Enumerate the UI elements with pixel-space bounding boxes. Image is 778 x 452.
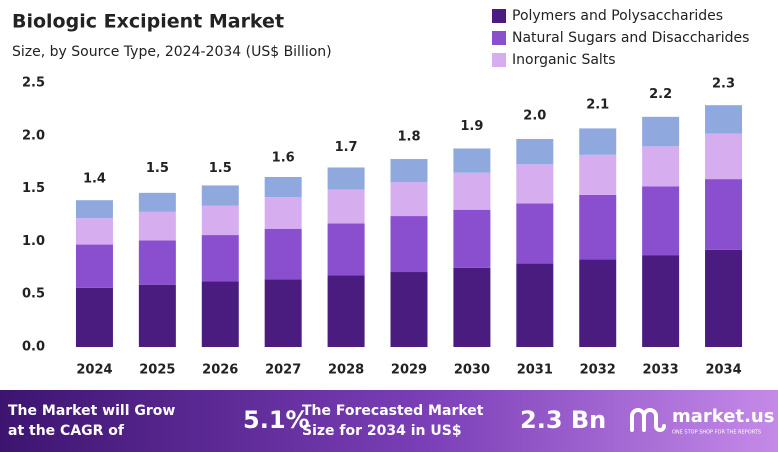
bar-segment <box>327 189 365 224</box>
bar-segment <box>390 272 428 347</box>
footer-text: Size for 2034 in US$ <box>302 423 462 439</box>
y-tick-label: 1.0 <box>22 234 45 249</box>
bar-segment <box>579 194 617 260</box>
bar-segment <box>138 284 176 347</box>
bar-segment <box>327 167 365 190</box>
x-tick-label: 2024 <box>76 363 112 378</box>
x-tick-label: 2027 <box>265 363 301 378</box>
bar-segment <box>75 287 113 347</box>
bar-segment <box>579 128 617 155</box>
bar-segment <box>138 211 176 241</box>
bar-segment <box>453 148 491 173</box>
total-label: 1.9 <box>460 119 483 134</box>
legend-label: Natural Sugars and Disaccharides <box>512 30 749 46</box>
bar-segment <box>264 228 302 280</box>
y-tick-label: 0.5 <box>22 287 45 302</box>
total-label: 2.3 <box>712 77 735 92</box>
footer-text: The Forecasted Market <box>302 403 484 419</box>
bar-segment <box>201 185 239 206</box>
legend-swatch <box>492 31 506 45</box>
bar-segment <box>579 154 617 195</box>
chart-subtitle: Size, by Source Type, 2024-2034 (US$ Bil… <box>12 44 332 60</box>
bar-segment <box>138 192 176 212</box>
bar-segment <box>516 138 554 165</box>
bar-segment <box>390 159 428 183</box>
bar-segment <box>327 223 365 276</box>
x-tick-label: 2028 <box>328 363 364 378</box>
bar-segment <box>705 249 743 347</box>
total-label: 2.1 <box>586 98 609 113</box>
bar-segment <box>705 179 743 250</box>
bar-segment <box>516 263 554 347</box>
x-tick-label: 2031 <box>517 363 553 378</box>
bar-segment <box>264 279 302 347</box>
total-label: 1.8 <box>397 129 420 144</box>
bar-segment <box>516 164 554 204</box>
bar-segment <box>453 267 491 347</box>
total-label: 2.2 <box>649 87 672 102</box>
legend-label: Inorganic Salts <box>512 52 616 68</box>
bar-segment <box>705 133 743 180</box>
bar-segment <box>264 197 302 229</box>
x-tick-label: 2030 <box>454 363 490 378</box>
bar-segment <box>453 172 491 210</box>
x-tick-label: 2034 <box>705 363 741 378</box>
brand-logo <box>630 408 666 432</box>
bar-segment <box>138 240 176 285</box>
x-tick-label: 2025 <box>139 363 175 378</box>
bar-segment <box>201 281 239 347</box>
bar-segment <box>201 205 239 236</box>
bar-segment <box>642 146 680 187</box>
footer-text: The Market will Grow <box>8 403 175 419</box>
bar-segment <box>201 235 239 282</box>
cagr-value: 5.1% <box>243 406 310 434</box>
bar-segment <box>516 203 554 264</box>
total-label: 2.0 <box>523 108 546 123</box>
total-label: 1.5 <box>209 161 232 176</box>
chart-title: Biologic Excipient Market <box>12 11 284 33</box>
footer-banner <box>0 390 778 452</box>
bar-segment <box>75 244 113 288</box>
legend-swatch <box>492 9 506 23</box>
bar-segment <box>642 116 680 147</box>
x-tick-label: 2029 <box>391 363 427 378</box>
brand-name: market.us <box>672 406 774 427</box>
total-label: 1.5 <box>146 161 169 176</box>
total-label: 1.4 <box>83 172 106 187</box>
bar-segment <box>453 209 491 268</box>
y-tick-label: 2.0 <box>22 128 45 143</box>
bar-segment <box>390 182 428 217</box>
bar-segment <box>264 176 302 198</box>
legend-swatch <box>492 53 506 67</box>
y-tick-label: 1.5 <box>22 181 45 196</box>
bar-segment <box>642 255 680 347</box>
bar-segment <box>327 275 365 347</box>
bar-segment <box>642 186 680 256</box>
brand-tagline: ONE STOP SHOP FOR THE REPORTS <box>672 430 761 436</box>
bar-segment <box>579 259 617 347</box>
bar-segment <box>75 200 113 219</box>
bar-segment <box>705 105 743 134</box>
total-label: 1.7 <box>335 140 358 155</box>
forecast-value: 2.3 Bn <box>520 406 606 434</box>
y-tick-label: 2.5 <box>22 76 45 91</box>
bar-segment <box>75 218 113 245</box>
legend-label: Polymers and Polysaccharides <box>512 8 723 24</box>
x-tick-label: 2032 <box>580 363 616 378</box>
bar-segment <box>390 216 428 273</box>
x-tick-label: 2033 <box>643 363 679 378</box>
legend: Polymers and Polysaccharides Natural Suga… <box>492 8 749 68</box>
x-tick-label: 2026 <box>202 363 238 378</box>
total-label: 1.6 <box>272 151 295 166</box>
y-tick-label: 0.0 <box>22 340 45 355</box>
footer-text: at the CAGR of <box>8 423 125 439</box>
